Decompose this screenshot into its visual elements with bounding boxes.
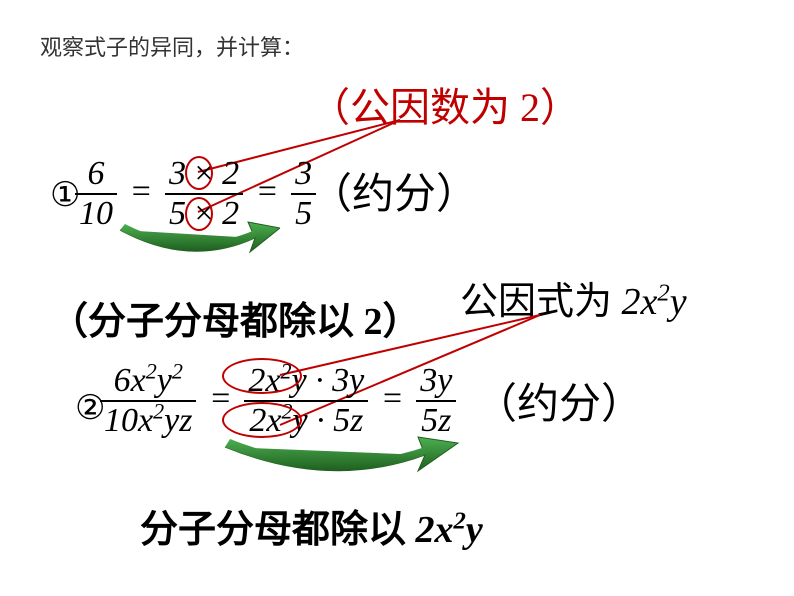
p1-common-factor: （公因数为 2）	[310, 75, 580, 133]
p1-green-arrow	[100, 220, 280, 270]
instruction-text: 观察式子的异同，并计算：	[40, 30, 304, 62]
p2-green-arrow	[200, 435, 460, 490]
p1-divide-note: （分子分母都除以 2）	[50, 290, 421, 345]
p1-yuefen: （约分）	[310, 160, 478, 221]
p2-yuefen: （约分）	[475, 370, 643, 431]
p2-divide-note: 分子分母都除以 2x2y	[140, 498, 483, 553]
p2-common-factor-label: 公因式为 2x2y	[460, 270, 687, 325]
p1-circle-num-2	[185, 156, 213, 190]
p2-circle-num	[222, 358, 302, 394]
p2-circle-den	[222, 402, 302, 438]
